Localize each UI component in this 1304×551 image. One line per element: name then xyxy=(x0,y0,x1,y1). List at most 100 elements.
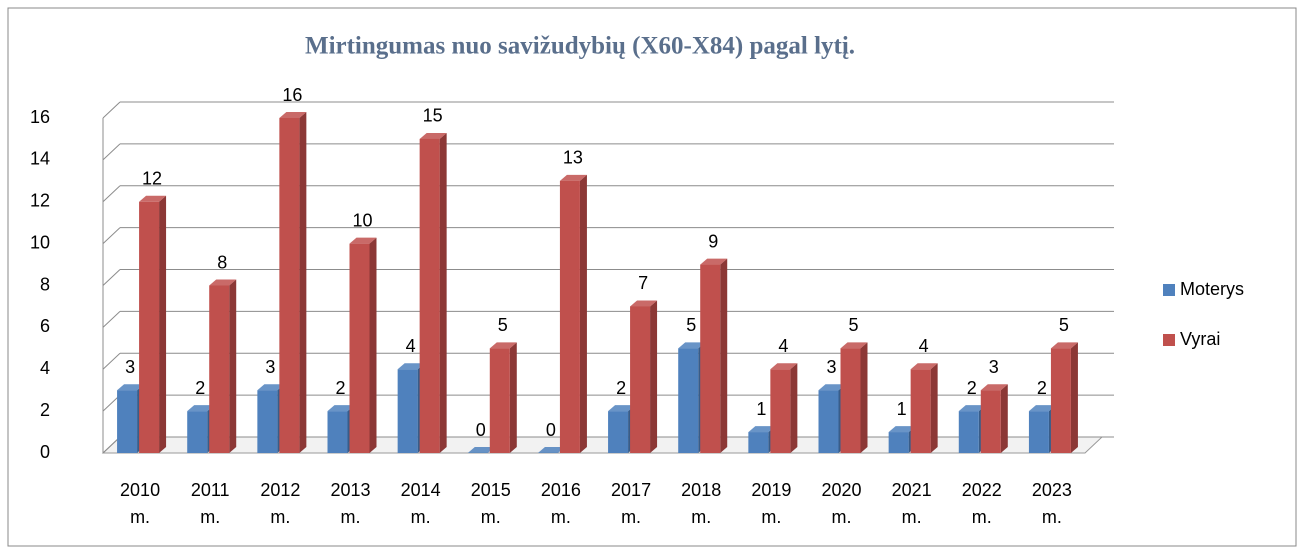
bar-side xyxy=(860,342,868,453)
x-tick-label: 2022 m. xyxy=(961,480,1002,527)
grid-line xyxy=(102,352,121,370)
data-label: 8 xyxy=(217,252,227,272)
data-label: 2 xyxy=(967,378,977,398)
x-tick-label: 2016 m. xyxy=(540,480,581,527)
bar-top xyxy=(980,384,1008,391)
bar xyxy=(630,306,651,453)
bar xyxy=(349,243,370,453)
bar xyxy=(257,390,278,453)
bar-top xyxy=(630,300,658,307)
bar-side xyxy=(1070,342,1078,453)
x-tick-label: 2017 m. xyxy=(611,480,652,527)
bar-top xyxy=(770,363,798,370)
grid-line xyxy=(102,143,121,161)
legend-label: Vyrai xyxy=(1180,329,1220,349)
data-label: 5 xyxy=(1059,315,1069,335)
bar xyxy=(700,264,721,453)
bar-side xyxy=(1000,384,1008,453)
y-tick-label: 6 xyxy=(40,316,50,336)
data-label: 1 xyxy=(897,399,907,419)
x-tick-label: 2011 m. xyxy=(190,480,230,527)
data-label: 1 xyxy=(756,399,766,419)
data-label: 16 xyxy=(282,85,302,105)
legend-swatch xyxy=(1163,284,1175,296)
bar-top xyxy=(888,426,916,433)
bar-top xyxy=(209,279,237,286)
bar-top xyxy=(1028,405,1056,412)
data-label: 3 xyxy=(826,357,836,377)
data-label: 13 xyxy=(563,148,583,168)
bar xyxy=(818,390,839,453)
y-tick-label: 2 xyxy=(40,400,50,420)
bar xyxy=(748,432,769,453)
bar-top xyxy=(327,405,355,412)
bar-side xyxy=(369,237,377,453)
bar-top xyxy=(349,237,377,244)
bar-side xyxy=(229,279,237,453)
bar-top xyxy=(958,405,986,412)
bar-top xyxy=(139,195,167,202)
bar xyxy=(397,369,418,453)
bar xyxy=(279,118,300,453)
bar-side xyxy=(439,132,447,453)
data-label: 3 xyxy=(265,357,275,377)
y-tick-label: 8 xyxy=(40,274,50,294)
data-label: 4 xyxy=(406,336,416,356)
bar-top xyxy=(419,132,447,139)
data-label: 9 xyxy=(708,231,718,251)
bar-top xyxy=(559,174,587,181)
bar xyxy=(327,411,348,453)
data-label: 2 xyxy=(616,378,626,398)
bar-top xyxy=(117,384,145,391)
bar xyxy=(888,432,909,453)
x-tick-label: 2013 m. xyxy=(330,480,371,527)
bar-top xyxy=(1050,342,1078,349)
data-label: 7 xyxy=(638,273,648,293)
x-tick-label: 2012 m. xyxy=(260,480,301,527)
x-tick-label: 2019 m. xyxy=(751,480,792,527)
bar-side xyxy=(930,363,938,453)
bar xyxy=(770,369,791,453)
bar xyxy=(1050,348,1071,453)
bar-side xyxy=(159,195,167,453)
chart-title: Mirtingumas nuo savižudybių (X60-X84) pa… xyxy=(305,33,855,60)
grid-line xyxy=(102,185,121,203)
grid-line xyxy=(102,101,121,119)
bar-top xyxy=(840,342,868,349)
y-tick-label: 14 xyxy=(30,149,50,169)
data-label: 4 xyxy=(778,336,788,356)
bar-top xyxy=(910,363,938,370)
bar-top xyxy=(818,384,846,391)
y-tick-label: 4 xyxy=(40,358,50,378)
x-tick-label: 2014 m. xyxy=(400,480,441,527)
grid-line xyxy=(102,311,121,328)
data-label: 2 xyxy=(335,378,345,398)
bar xyxy=(559,180,580,453)
data-label: 10 xyxy=(352,210,372,230)
legend-swatch xyxy=(1163,334,1175,346)
bar xyxy=(1028,411,1049,453)
data-label: 3 xyxy=(989,357,999,377)
data-label: 5 xyxy=(498,315,508,335)
x-tick-label: 2015 m. xyxy=(470,480,511,527)
bar xyxy=(209,285,230,453)
data-label: 3 xyxy=(125,357,135,377)
bar-top xyxy=(608,405,636,412)
x-tick-label: 2018 m. xyxy=(681,480,722,527)
data-label: 15 xyxy=(423,106,443,126)
bar-top xyxy=(279,112,307,118)
bar xyxy=(489,348,510,453)
data-label: 0 xyxy=(546,420,556,440)
bar-top xyxy=(537,447,565,453)
grid-line xyxy=(102,227,121,244)
bar-top xyxy=(700,258,728,265)
legend-label: Moterys xyxy=(1180,279,1244,299)
bar xyxy=(139,201,160,453)
bar xyxy=(910,369,931,453)
bar xyxy=(958,411,979,453)
bar-top xyxy=(678,342,706,349)
bar-side xyxy=(509,342,517,453)
bar-side xyxy=(299,112,307,453)
data-label: 5 xyxy=(686,315,696,335)
